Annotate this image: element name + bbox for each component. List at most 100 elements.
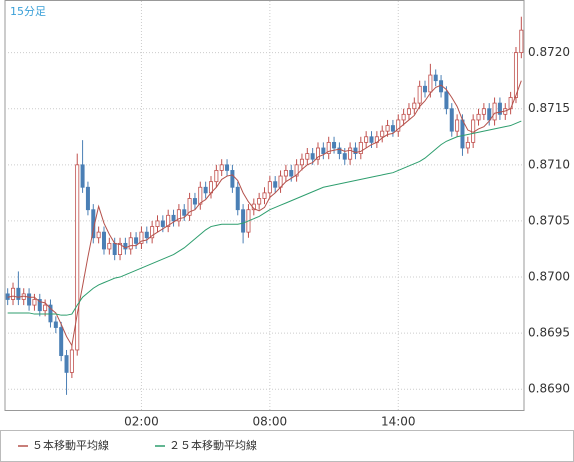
y-tick-label: 0.8690 <box>528 382 570 396</box>
candle-body <box>230 170 235 188</box>
candle-body <box>107 242 112 250</box>
candle-body <box>332 141 337 149</box>
candle-body <box>460 119 465 149</box>
candle-body <box>128 237 133 250</box>
candle-body <box>139 231 144 244</box>
candle-body <box>369 136 374 143</box>
candle-body <box>444 91 449 110</box>
candle-body <box>198 186 203 205</box>
candle-body <box>289 170 294 177</box>
candle-body <box>455 119 460 132</box>
candle-body <box>283 170 288 177</box>
candle-body <box>465 141 470 149</box>
candle-body <box>294 164 299 177</box>
candle-body <box>187 198 192 216</box>
candle-body <box>235 186 240 211</box>
candle-body <box>423 85 428 93</box>
candle-body <box>406 108 411 115</box>
candle-body <box>214 170 219 183</box>
candle-body <box>390 125 395 132</box>
candle-body <box>160 220 165 227</box>
candle-body <box>428 74 433 93</box>
candle-body <box>48 304 53 323</box>
candle-body <box>299 158 304 166</box>
candle-body <box>273 181 278 188</box>
candle-body <box>155 220 160 227</box>
candle-body <box>257 198 262 205</box>
candle-body <box>43 304 48 312</box>
candle-body <box>64 355 69 373</box>
candle-body <box>123 242 128 250</box>
y-tick-label: 0.8700 <box>528 270 570 284</box>
candle-body <box>348 147 353 160</box>
y-tick-label: 0.8715 <box>528 101 570 115</box>
candle-body <box>27 293 32 306</box>
candle-body <box>513 52 518 98</box>
candle-body <box>417 85 422 104</box>
candle-body <box>305 153 310 160</box>
candle-body <box>144 231 149 239</box>
candle-body <box>80 164 85 188</box>
candle-body <box>433 74 438 82</box>
candle-body <box>176 209 181 222</box>
candle-body <box>241 209 246 233</box>
candle-body <box>182 209 187 216</box>
candle-body <box>497 102 502 115</box>
candle-body <box>219 164 224 171</box>
candle-body <box>401 113 406 121</box>
candle-body <box>192 198 197 205</box>
candle-body <box>16 287 21 300</box>
x-tick-label: 02:00 <box>124 415 159 429</box>
candle-body <box>358 141 363 155</box>
legend-label: ５本移動平均線 <box>32 438 109 452</box>
candle-body <box>364 136 369 143</box>
candle-body <box>53 321 58 328</box>
candle-body <box>321 147 326 155</box>
chart-title: 15分足 <box>10 5 46 18</box>
candle-body <box>225 164 230 171</box>
candle-body <box>203 186 208 194</box>
candle-body <box>487 108 492 121</box>
legend-label: ２５本移動平均線 <box>169 438 257 452</box>
candle-body <box>337 147 342 155</box>
candle-body <box>171 214 176 222</box>
candle-body <box>492 102 497 121</box>
y-tick-label: 0.8705 <box>528 213 570 227</box>
plot-frame <box>4 0 525 411</box>
candle-body <box>316 147 321 160</box>
y-tick-label: 0.8695 <box>528 326 570 340</box>
candle-body <box>326 141 331 155</box>
candle-body <box>112 242 117 255</box>
candle-body <box>412 102 417 110</box>
candle-body <box>166 214 171 227</box>
candle-body <box>342 153 347 160</box>
candle-body <box>449 108 454 132</box>
candle-body <box>75 164 80 351</box>
candle-body <box>310 153 315 160</box>
x-tick-label: 08:00 <box>253 415 288 429</box>
candle-body <box>353 147 358 155</box>
candle-body <box>262 192 267 199</box>
candle-body <box>476 113 481 121</box>
candle-body <box>96 231 101 239</box>
candle-body <box>59 327 64 356</box>
candle-body <box>69 349 74 373</box>
candle-body <box>481 108 486 115</box>
candle-body <box>267 181 272 194</box>
candle-body <box>380 130 385 138</box>
candle-body <box>37 299 42 312</box>
candle-body <box>519 29 524 54</box>
candle-body <box>11 287 16 300</box>
candle-body <box>118 242 123 255</box>
x-tick-label: 14:00 <box>381 415 416 429</box>
candle-body <box>396 119 401 132</box>
candle-body <box>32 299 37 306</box>
candle-body <box>134 237 139 244</box>
y-tick-label: 0.8720 <box>528 45 570 59</box>
legend-box <box>0 430 574 462</box>
candle-body <box>101 231 106 250</box>
candle-body <box>150 226 155 239</box>
candle-body <box>85 186 90 211</box>
y-tick-label: 0.8710 <box>528 157 570 171</box>
